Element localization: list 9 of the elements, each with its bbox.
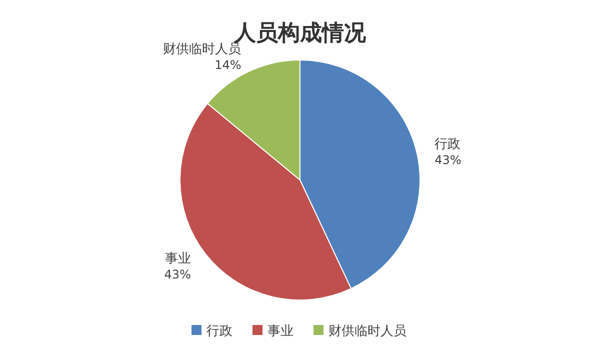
data-label: 43% xyxy=(164,268,191,282)
slice-label: 财供临时人员 xyxy=(163,42,242,58)
slice-label: 事业 xyxy=(164,252,191,267)
slice-label: 行政 xyxy=(434,136,461,152)
legend-label: 财供临时人员 xyxy=(328,324,406,339)
legend-label: 行政 xyxy=(206,324,232,339)
data-label: 43% xyxy=(434,152,462,167)
data-label: 14% xyxy=(214,58,242,72)
legend-label: 事业 xyxy=(268,324,294,339)
